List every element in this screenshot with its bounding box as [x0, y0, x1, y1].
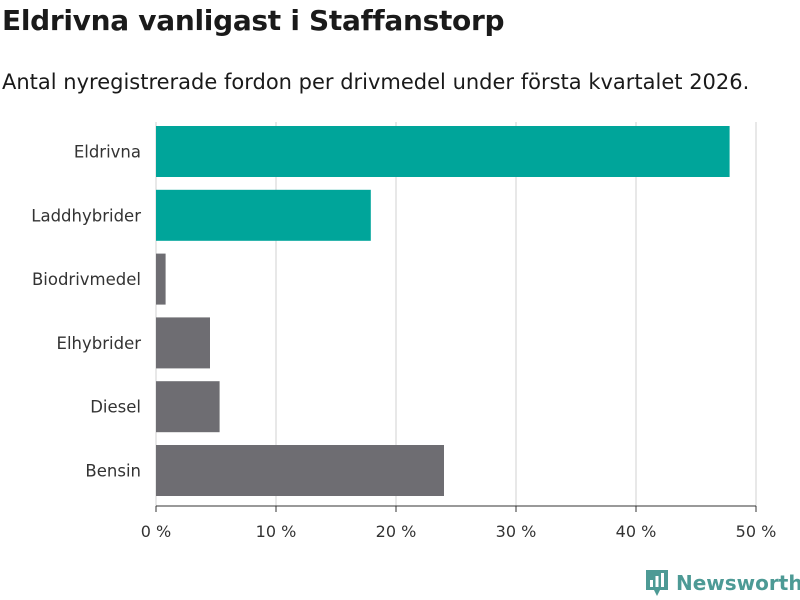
bar-elhybrider	[156, 317, 210, 369]
bar-bensin	[156, 445, 444, 496]
x-tick-label: 0 %	[141, 522, 171, 541]
category-label: Bensin	[85, 462, 141, 481]
bar-eldrivna	[156, 126, 730, 177]
chart-subtitle: Antal nyregistrerade fordon per drivmede…	[2, 70, 750, 94]
category-label: Diesel	[90, 398, 141, 417]
x-tick-label: 10 %	[256, 522, 297, 541]
newsworthy-logo-icon	[646, 570, 668, 596]
category-label: Laddhybrider	[31, 206, 141, 225]
category-label: Elhybrider	[57, 334, 142, 353]
category-label: Eldrivna	[74, 143, 141, 162]
x-tick-label: 30 %	[496, 522, 537, 541]
category-label: Biodrivmedel	[32, 270, 141, 289]
x-tick-label: 40 %	[616, 522, 657, 541]
chart-title: Eldrivna vanligast i Staffanstorp	[2, 4, 505, 37]
bar-chart: Eldrivna Laddhybrider Biodrivmedel Elhybrid…	[31, 122, 777, 541]
brand-name: Newsworthy	[676, 571, 800, 595]
bar-biodrivmedel	[156, 253, 166, 305]
bar-laddhybrider	[156, 189, 371, 241]
x-tick-label: 20 %	[376, 522, 417, 541]
newsworthy-logo: Newsworthy	[644, 568, 800, 598]
bar-diesel	[156, 381, 220, 433]
x-tick-label: 50 %	[736, 522, 777, 541]
